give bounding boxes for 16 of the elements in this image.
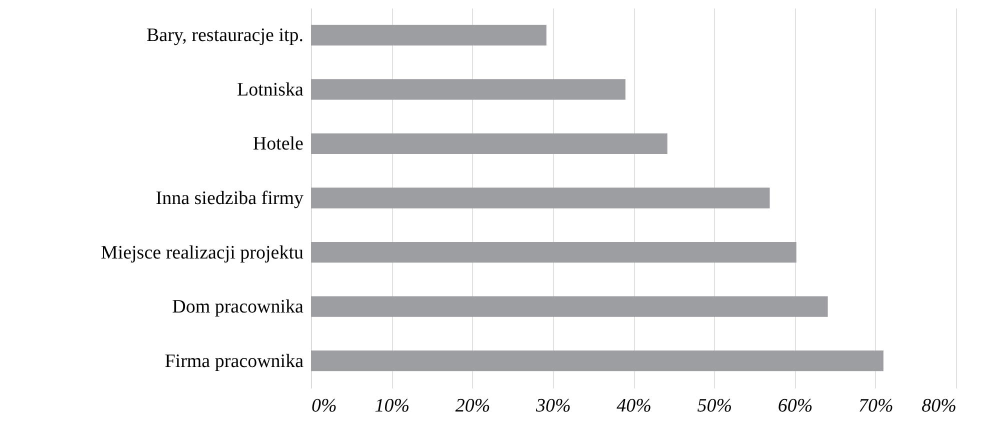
- y-tick-label: Lotniska: [237, 79, 304, 100]
- x-tick-label: 50%: [697, 396, 732, 416]
- y-tick-label: Inna siedziba firmy: [156, 188, 304, 209]
- y-tick-label: Miejsce realizacji projektu: [100, 242, 304, 264]
- x-tick-label: 80%: [922, 396, 956, 416]
- y-tick-label: Firma pracownika: [164, 350, 304, 372]
- x-tick-label: 0%: [312, 396, 337, 416]
- y-tick-label: Dom pracownika: [172, 296, 304, 318]
- x-tick-label: 20%: [455, 396, 490, 416]
- x-tick-label: 10%: [374, 396, 410, 416]
- x-tick-label: 60%: [778, 396, 813, 416]
- y-tick-label: Bary, restauracje itp.: [146, 25, 304, 46]
- x-tick-label: 30%: [534, 396, 571, 416]
- x-tick-label: 70%: [858, 396, 894, 416]
- y-tick-label: Hotele: [252, 134, 304, 155]
- x-tick-label: 40%: [616, 396, 652, 416]
